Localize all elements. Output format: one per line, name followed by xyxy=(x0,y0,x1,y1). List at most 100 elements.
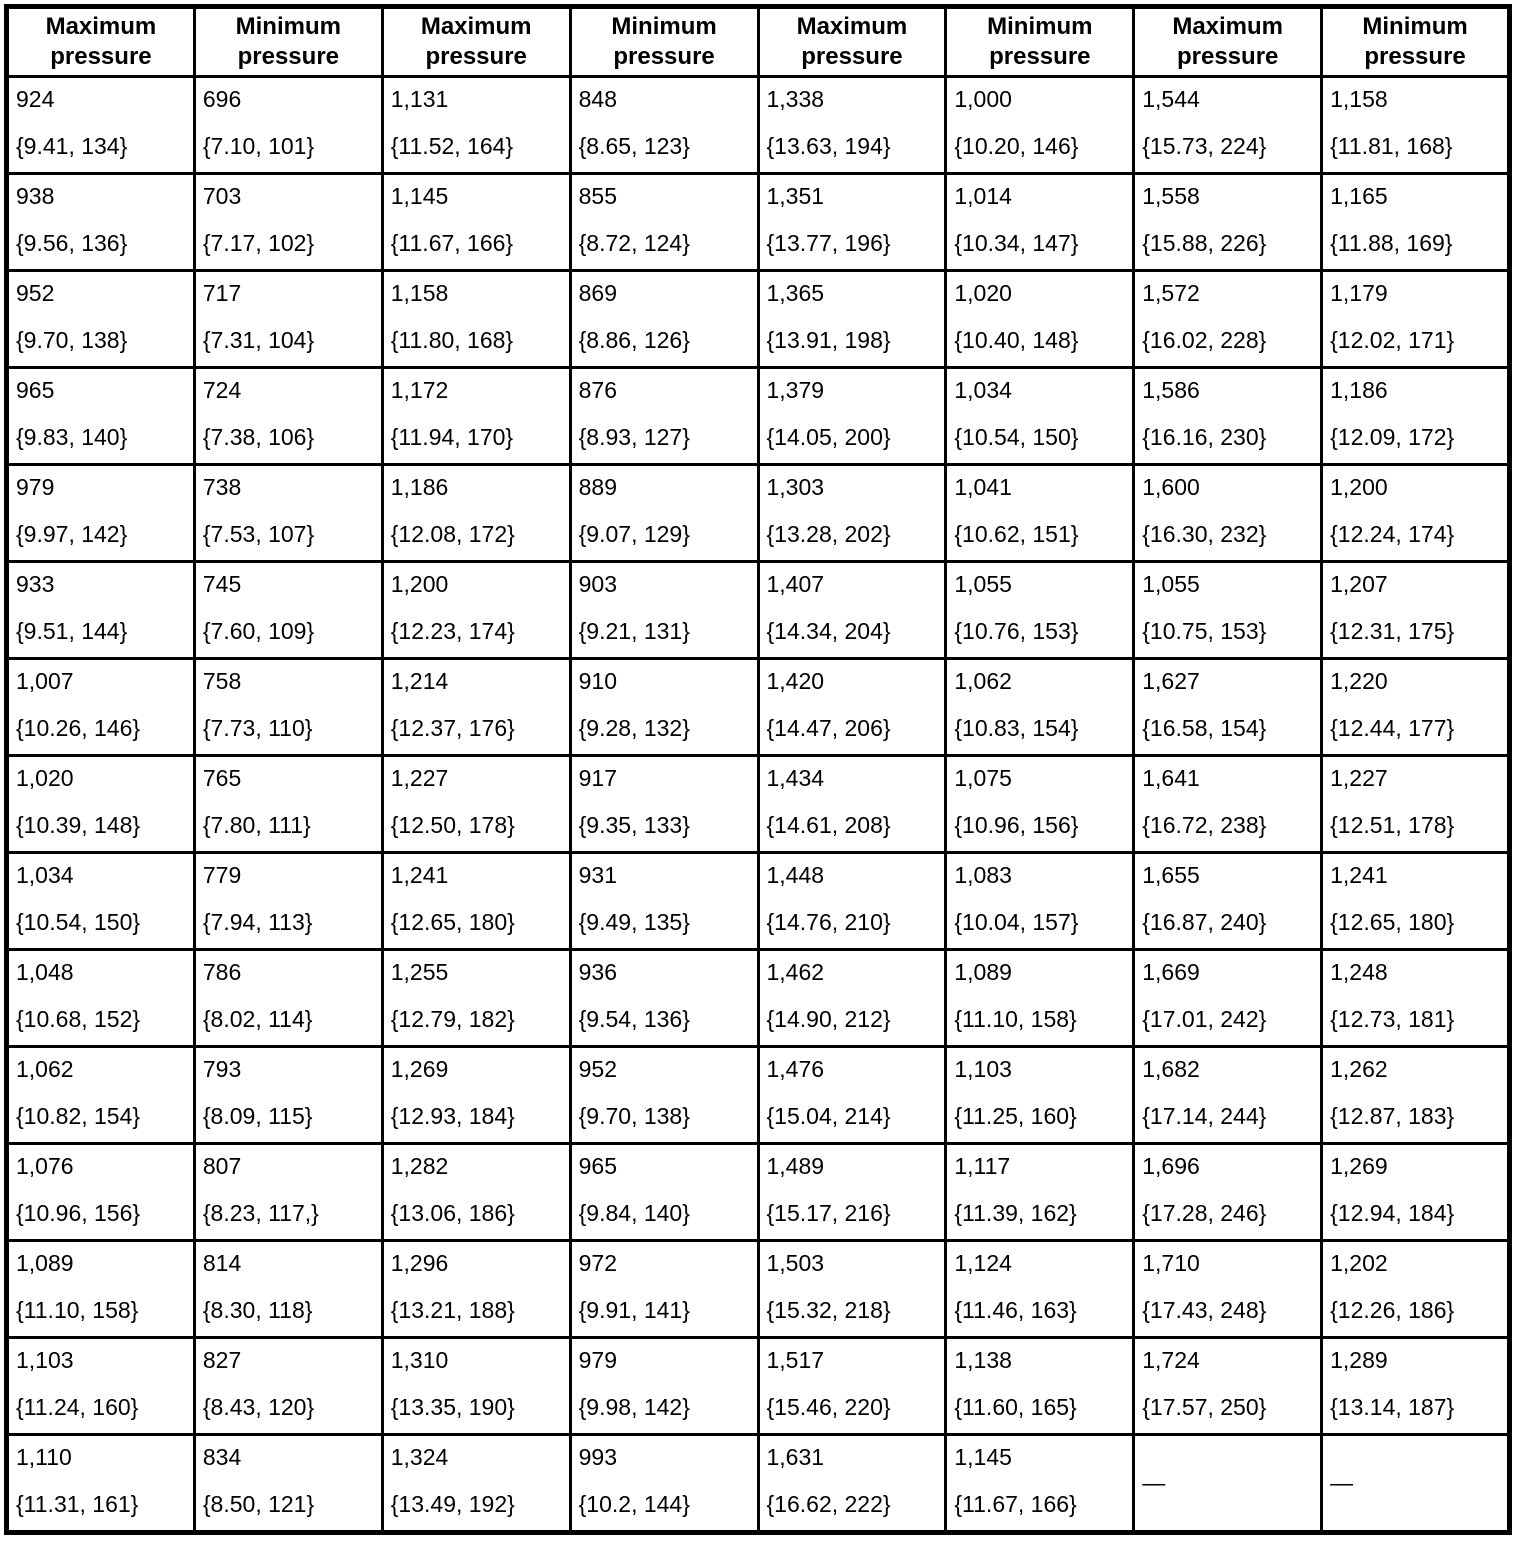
cell-value: 765 xyxy=(202,765,242,791)
table-row: 1,089 {11.10, 158} 814 {8.30, 118} 1,296 {13.… xyxy=(5,1239,1511,1339)
cell-range: {13.28, 202} xyxy=(766,521,891,547)
cell-range: {10.76, 153} xyxy=(954,618,1079,644)
table-cell: 1,227 {12.50, 178} xyxy=(380,754,572,854)
column-header-4: Minimum pressure xyxy=(568,5,760,78)
table-cell: 724 {7.38, 106} xyxy=(192,366,384,466)
cell-value: 933 xyxy=(16,571,55,597)
cell-value: 1,710 xyxy=(1142,1250,1200,1276)
cell-value: 952 xyxy=(16,280,55,306)
table-cell: 855 {8.72, 124} xyxy=(568,172,760,272)
table-cell: 1,269 {12.94, 184} xyxy=(1320,1142,1511,1242)
column-header-5: Maximum pressure xyxy=(756,5,948,78)
cell-range: {11.10, 158} xyxy=(954,1006,1077,1032)
cell-value: 1,296 xyxy=(390,1250,449,1276)
table-cell: 869 {8.86, 126} xyxy=(568,269,760,369)
table-cell: 1,379 {14.05, 200} xyxy=(756,366,948,466)
table-cell: 1,186 {12.08, 172} xyxy=(380,463,572,563)
cell-value: 1,089 xyxy=(954,959,1012,985)
table-cell: 1,075 {10.96, 156} xyxy=(944,754,1136,854)
table-row: 1,076 {10.96, 156} 807 {8.23, 117,} 1,282 {13… xyxy=(5,1142,1511,1242)
table-cell: 696 {7.10, 101} xyxy=(192,75,384,175)
cell-value: 814 xyxy=(202,1250,242,1276)
cell-value: 1,241 xyxy=(390,862,449,888)
cell-range: {10.34, 147} xyxy=(954,230,1079,256)
table-cell: 807 {8.23, 117,} xyxy=(192,1142,384,1242)
table-cell: 1,289 {13.14, 187} xyxy=(1320,1336,1511,1436)
cell-value: 889 xyxy=(578,474,617,500)
cell-range: {11.46, 163} xyxy=(954,1297,1077,1323)
cell-range: {13.14, 187} xyxy=(1330,1394,1455,1420)
cell-range: {12.08, 172} xyxy=(390,521,515,547)
table-cell: 1,220 {12.44, 177} xyxy=(1320,657,1511,757)
table-cell: 1,214 {12.37, 176} xyxy=(380,657,572,757)
table-cell: 1,462 {14.90, 212} xyxy=(756,948,948,1048)
table-cell: 1,434 {14.61, 208} xyxy=(756,754,948,854)
cell-value: 1,379 xyxy=(766,377,825,403)
cell-value: 1,269 xyxy=(390,1056,449,1082)
cell-value: 1,200 xyxy=(390,571,449,597)
table-cell: 1,476 {15.04, 214} xyxy=(756,1045,948,1145)
cell-range: {9.97, 142} xyxy=(16,521,128,547)
cell-range: {13.06, 186} xyxy=(390,1200,515,1226)
cell-range: {8.72, 124} xyxy=(578,230,690,256)
cell-range: {10.82, 154} xyxy=(16,1103,141,1129)
cell-range: {13.35, 190} xyxy=(390,1394,515,1420)
table-cell: 1,255 {12.79, 182} xyxy=(380,948,572,1048)
cell-range: {8.30, 118} xyxy=(202,1297,313,1323)
cell-value: 1,034 xyxy=(16,862,74,888)
cell-value: 1,089 xyxy=(16,1250,74,1276)
cell-range: {15.46, 220} xyxy=(766,1394,891,1420)
table-cell: 931 {9.49, 135} xyxy=(568,851,760,951)
table-cell: 1,448 {14.76, 210} xyxy=(756,851,948,951)
table-cell: 814 {8.30, 118} xyxy=(192,1239,384,1339)
cell-value: 1,000 xyxy=(954,86,1012,112)
cell-value: 1,696 xyxy=(1142,1153,1200,1179)
table-cell: 1,200 {12.24, 174} xyxy=(1320,463,1511,563)
table-cell: 1,310 {13.35, 190} xyxy=(380,1336,572,1436)
cell-range: {16.62, 222} xyxy=(766,1491,891,1517)
cell-value: 1,324 xyxy=(390,1444,449,1470)
cell-range: {10.54, 150} xyxy=(954,424,1079,450)
cell-range: {10.75, 153} xyxy=(1142,618,1267,644)
table-cell: 793 {8.09, 115} xyxy=(192,1045,384,1145)
table-cell: 1,724 {17.57, 250} xyxy=(1132,1336,1324,1436)
cell-range: {11.52, 164} xyxy=(390,133,514,159)
cell-value: 1,641 xyxy=(1142,765,1200,791)
column-header-3: Maximum pressure xyxy=(380,5,572,78)
cell-range: {9.21, 131} xyxy=(578,618,690,644)
cell-range: {15.88, 226} xyxy=(1142,230,1267,256)
cell-value: 1,289 xyxy=(1330,1347,1388,1373)
cell-value: 924 xyxy=(16,86,55,112)
cell-value: 724 xyxy=(202,377,242,403)
cell-value: 993 xyxy=(578,1444,617,1470)
cell-value: 1,365 xyxy=(766,280,825,306)
column-header-6: Minimum pressure xyxy=(944,5,1136,78)
table-cell: 1,041 {10.62, 151} xyxy=(944,463,1136,563)
cell-value: 979 xyxy=(578,1347,617,1373)
table-cell: 1,324 {13.49, 192} xyxy=(380,1433,572,1534)
cell-range: {11.94, 170} xyxy=(390,424,514,450)
table-cell: 1,103 {11.25, 160} xyxy=(944,1045,1136,1145)
cell-range: {7.94, 113} xyxy=(202,909,313,935)
table-cell: 965 {9.83, 140} xyxy=(5,366,196,466)
cell-value: 1,255 xyxy=(390,959,449,985)
cell-value: 1,200 xyxy=(1330,474,1388,500)
cell-range: {8.23, 117,} xyxy=(202,1200,319,1226)
cell-value: 1,489 xyxy=(766,1153,825,1179)
table-cell: 1,145 {11.67, 166} xyxy=(380,172,572,272)
table-cell: 876 {8.93, 127} xyxy=(568,366,760,466)
table-cell: 979 {9.97, 142} xyxy=(5,463,196,563)
table-cell: 1,407 {14.34, 204} xyxy=(756,560,948,660)
cell-value: 1,724 xyxy=(1142,1347,1200,1373)
cell-value: 1,448 xyxy=(766,862,825,888)
table-cell: 1,351 {13.77, 196} xyxy=(756,172,948,272)
cell-range: {12.50, 178} xyxy=(390,812,515,838)
table-cell: 1,365 {13.91, 198} xyxy=(756,269,948,369)
cell-value: 1,600 xyxy=(1142,474,1200,500)
cell-value: 1,248 xyxy=(1330,959,1388,985)
cell-range: {9.51, 144} xyxy=(16,618,128,644)
table-cell: 1,186 {12.09, 172} xyxy=(1320,366,1511,466)
cell-value: 1,041 xyxy=(954,474,1012,500)
cell-value: 1,669 xyxy=(1142,959,1200,985)
table-cell: 1,420 {14.47, 206} xyxy=(756,657,948,757)
